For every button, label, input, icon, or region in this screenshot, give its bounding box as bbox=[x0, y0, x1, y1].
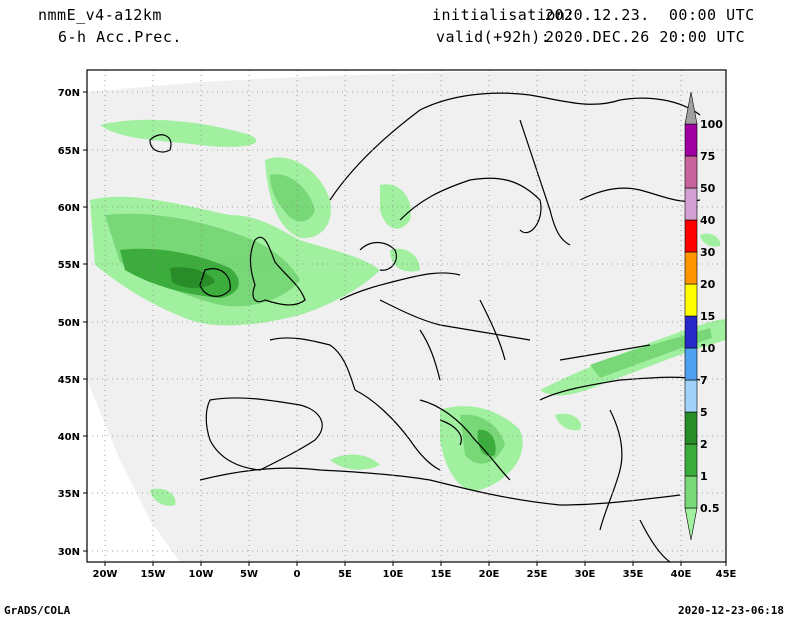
legend-swatch bbox=[684, 123, 698, 157]
legend-level-label: 0.5 bbox=[700, 502, 720, 515]
legend-swatch bbox=[684, 379, 698, 413]
lon-label: 20W bbox=[93, 569, 118, 580]
init-label: initialisation: bbox=[432, 6, 575, 24]
lon-label: 5E bbox=[338, 569, 352, 580]
lat-label: 45N bbox=[58, 375, 80, 386]
legend-swatch bbox=[684, 475, 698, 509]
legend-level-label: 1 bbox=[700, 470, 708, 483]
legend-swatch bbox=[684, 411, 698, 445]
lat-label: 40N bbox=[58, 432, 80, 443]
legend-level-label: 100 bbox=[700, 118, 723, 131]
valid-label: valid(+92h): bbox=[436, 28, 551, 46]
valid-value: 2020.DEC.26 20:00 UTC bbox=[545, 28, 746, 46]
legend-swatch bbox=[684, 347, 698, 381]
legend-level-label: 2 bbox=[700, 438, 708, 451]
init-value: 2020.12.23. 00:00 UTC bbox=[545, 6, 755, 24]
legend-level-label: 50 bbox=[700, 182, 716, 195]
lon-label: 15W bbox=[141, 569, 166, 580]
lon-label: 30E bbox=[575, 569, 596, 580]
lon-label: 10E bbox=[383, 569, 404, 580]
lon-axis: 20W 15W 10W 5W 0 5E 10E 15E 20E 25E 30E … bbox=[93, 562, 737, 580]
legend-level-label: 10 bbox=[700, 342, 716, 355]
legend-level-label: 15 bbox=[700, 310, 715, 323]
lon-label: 35E bbox=[623, 569, 644, 580]
color-legend: 0.5 1 2 5 7 10 15 20 30 40 50 75 100 bbox=[684, 91, 723, 541]
map-frame bbox=[86, 69, 727, 563]
footer-timestamp: 2020-12-23-06:18 bbox=[678, 604, 784, 617]
legend-swatch bbox=[684, 155, 698, 189]
legend-level-label: 7 bbox=[700, 374, 708, 387]
legend-swatch bbox=[684, 315, 698, 349]
legend-level-label: 20 bbox=[700, 278, 716, 291]
legend-swatch bbox=[684, 251, 698, 285]
footer-software: GrADS/COLA bbox=[4, 604, 71, 617]
coastlines bbox=[149, 92, 701, 562]
lon-label: 25E bbox=[527, 569, 548, 580]
legend-level-label: 30 bbox=[700, 246, 716, 259]
field-name: 6-h Acc.Prec. bbox=[58, 28, 182, 46]
legend-level-label: 40 bbox=[700, 214, 716, 227]
lat-label: 50N bbox=[58, 318, 80, 329]
legend-swatch bbox=[684, 187, 698, 221]
legend-swatch bbox=[684, 283, 698, 317]
lon-label: 10W bbox=[189, 569, 214, 580]
legend-level-label: 75 bbox=[700, 150, 715, 163]
lat-label: 70N bbox=[58, 88, 80, 99]
lon-label: 15E bbox=[431, 569, 452, 580]
lat-label: 60N bbox=[58, 203, 80, 214]
lon-label: 20E bbox=[479, 569, 500, 580]
lat-axis: 70N 65N 60N 55N 50N 45N 40N 35N 30N bbox=[58, 88, 87, 558]
legend-swatch bbox=[684, 443, 698, 477]
legend-swatch bbox=[684, 219, 698, 253]
lat-label: 35N bbox=[58, 489, 80, 500]
lon-label: 40E bbox=[671, 569, 692, 580]
lat-label: 30N bbox=[58, 547, 80, 558]
lon-label: 45E bbox=[716, 569, 737, 580]
lat-label: 65N bbox=[58, 146, 80, 157]
legend-level-label: 5 bbox=[700, 406, 708, 419]
graticule bbox=[87, 70, 726, 562]
model-domain bbox=[87, 72, 726, 562]
map-area bbox=[87, 70, 726, 562]
legend-swatch bbox=[684, 91, 698, 125]
lat-label: 55N bbox=[58, 260, 80, 271]
model-name: nmmE_v4-a12km bbox=[38, 6, 162, 24]
lon-label: 0 bbox=[294, 569, 301, 580]
lon-label: 5W bbox=[240, 569, 258, 580]
